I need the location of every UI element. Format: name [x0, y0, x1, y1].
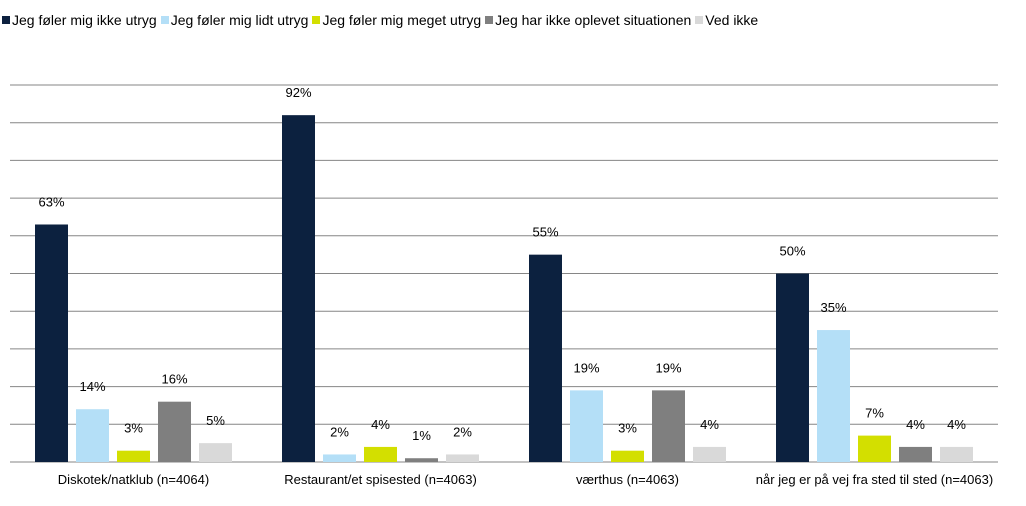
bar	[35, 224, 68, 462]
data-label: 3%	[124, 421, 143, 436]
legend-item: Ved ikke	[695, 12, 758, 28]
legend-swatch	[2, 16, 10, 24]
data-label: 7%	[865, 406, 884, 421]
data-label: 92%	[285, 85, 311, 100]
bar	[693, 446, 726, 462]
bar	[817, 330, 850, 462]
bar	[405, 458, 438, 462]
legend-swatch	[695, 16, 704, 24]
bar	[776, 273, 809, 462]
data-label: 2%	[330, 424, 349, 439]
x-tick-label: værthus (n=4063)	[576, 472, 679, 487]
data-label: 2%	[453, 424, 472, 439]
bar	[570, 390, 603, 462]
data-label: 35%	[820, 300, 846, 315]
x-tick-label: Restaurant/et spisested (n=4063)	[284, 472, 477, 487]
legend-item: Jeg har ikke oplevet situationen	[485, 12, 691, 28]
data-label: 16%	[161, 372, 187, 387]
bar	[158, 401, 191, 462]
data-label: 4%	[947, 417, 966, 432]
bar	[899, 446, 932, 462]
data-label: 3%	[618, 421, 637, 436]
legend-swatch	[485, 16, 494, 24]
data-label: 5%	[206, 413, 225, 428]
bar	[858, 435, 891, 462]
data-label: 55%	[532, 225, 558, 240]
bar	[611, 450, 644, 462]
data-label: 63%	[38, 194, 64, 209]
legend-item: Jeg føler mig ikke utryg	[2, 12, 157, 28]
data-label: 1%	[412, 428, 431, 443]
legend-swatch	[160, 16, 169, 24]
data-label: 19%	[655, 360, 681, 375]
bar	[446, 454, 479, 462]
legend-label: Ved ikke	[705, 12, 759, 28]
x-tick-label: Diskotek/natklub (n=4064)	[57, 472, 210, 487]
legend: Jeg føler mig ikke utryg Jeg føler mig li…	[2, 12, 758, 28]
data-label: 19%	[573, 360, 599, 375]
x-tick-label: når jeg er på vej fra sted til sted (n=4…	[755, 472, 994, 487]
legend-item: Jeg føler mig meget utryg	[312, 12, 481, 28]
bar	[199, 443, 232, 462]
data-label: 4%	[906, 417, 925, 432]
bar	[117, 450, 150, 462]
data-label: 4%	[700, 417, 719, 432]
bar	[364, 446, 397, 462]
legend-item: Jeg føler mig lidt utryg	[160, 12, 309, 28]
bar	[76, 409, 109, 462]
data-label: 14%	[79, 379, 105, 394]
data-label: 50%	[779, 244, 805, 259]
bar	[529, 254, 562, 462]
bar	[282, 115, 315, 462]
bar	[652, 390, 685, 462]
legend-swatch	[312, 16, 321, 24]
bar	[323, 454, 356, 462]
legend-label: Jeg har ikke oplevet situationen	[495, 12, 692, 28]
data-label: 4%	[371, 417, 390, 432]
legend-label: Jeg føler mig lidt utryg	[170, 12, 309, 28]
legend-label: Jeg føler mig meget utryg	[322, 12, 482, 28]
legend-label: Jeg føler mig ikke utryg	[12, 12, 157, 28]
bar	[940, 446, 973, 462]
